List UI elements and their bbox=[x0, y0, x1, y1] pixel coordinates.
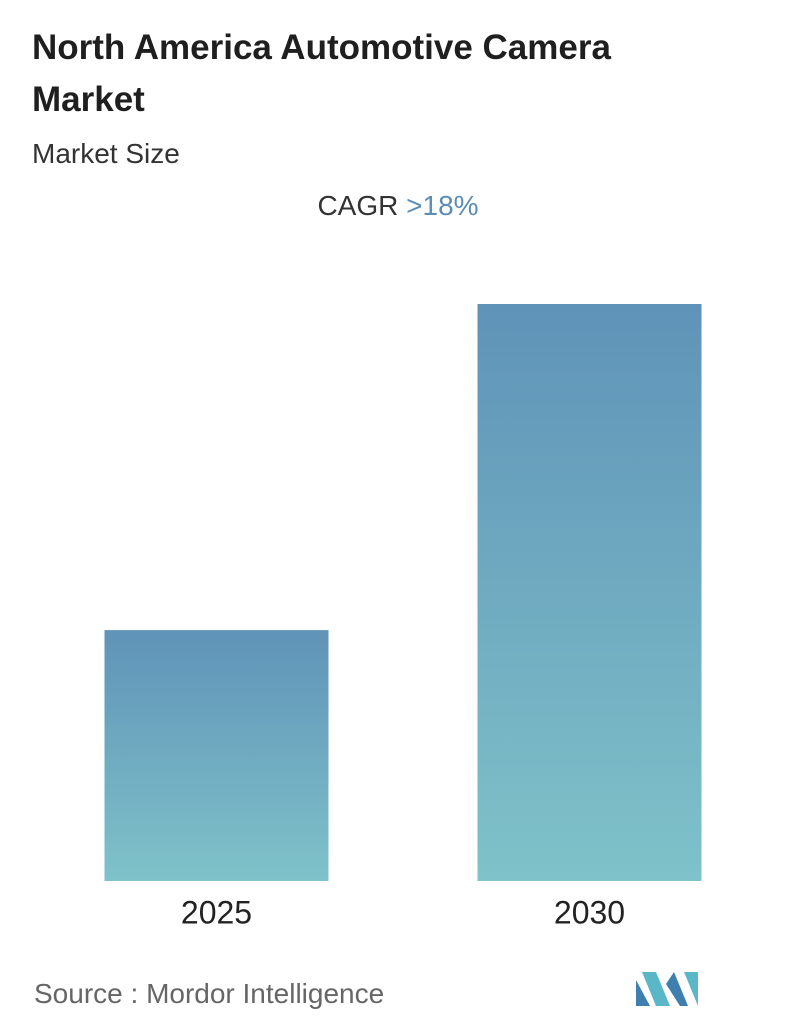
chart-subtitle: Market Size bbox=[32, 138, 180, 169]
cagr: CAGR >18% bbox=[0, 190, 796, 222]
cagr-value: >18% bbox=[406, 190, 479, 221]
source-label: Source : bbox=[34, 978, 139, 1009]
source-name: Mordor Intelligence bbox=[146, 978, 385, 1009]
logo bbox=[636, 972, 698, 1006]
x-tick-label: 2030 bbox=[554, 894, 625, 930]
source: Source : Mordor Intelligence bbox=[34, 978, 384, 1010]
bar bbox=[477, 304, 702, 881]
x-tick-label: 2025 bbox=[181, 894, 252, 930]
chart-title: North America Automotive Camera Market bbox=[32, 28, 611, 119]
bar bbox=[104, 630, 329, 881]
cagr-label: CAGR bbox=[317, 190, 399, 221]
